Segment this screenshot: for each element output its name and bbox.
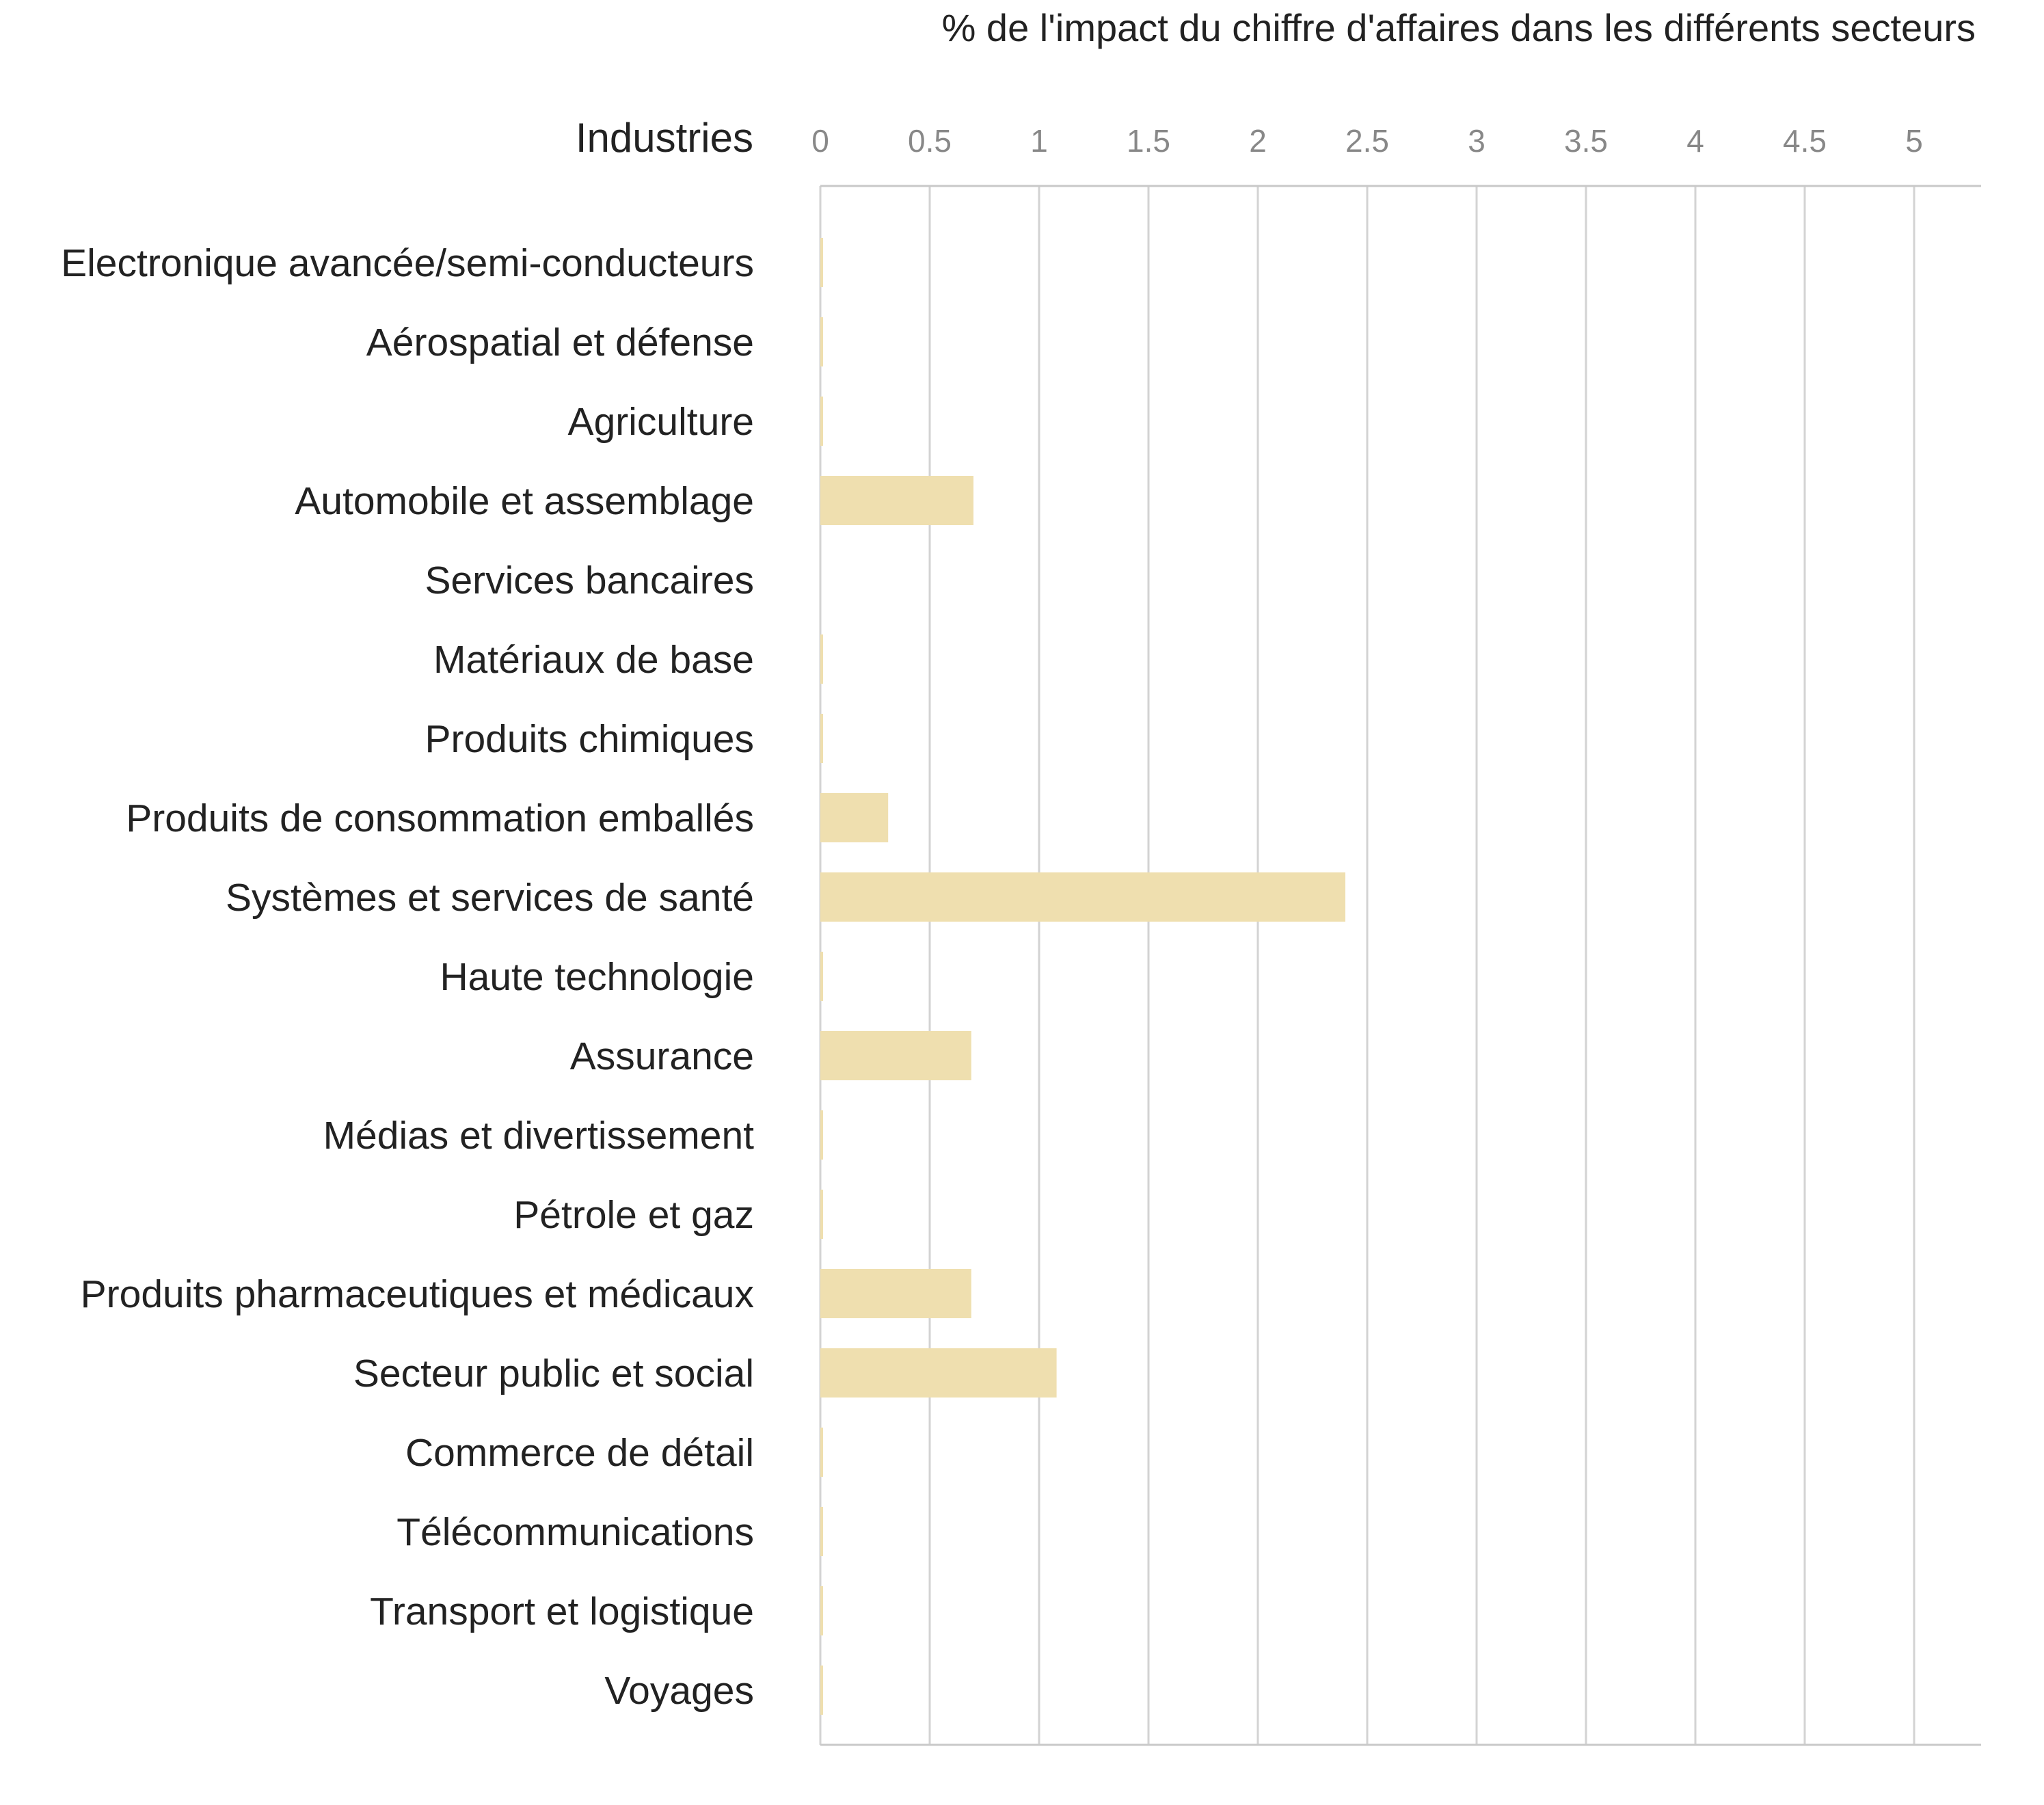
bar <box>820 952 823 1001</box>
bar <box>820 714 823 763</box>
bar <box>820 397 823 446</box>
category-label: Services bancaires <box>425 559 754 602</box>
x-tick-label: 3 <box>1468 123 1485 159</box>
x-tick-label: 2.5 <box>1345 123 1389 159</box>
category-label: Systèmes et services de santé <box>226 876 754 920</box>
category-label: Commerce de détail <box>405 1431 754 1475</box>
x-tick-label: 0.5 <box>908 123 952 159</box>
bar <box>820 1428 823 1477</box>
bar <box>820 476 973 525</box>
x-tick-label: 4.5 <box>1783 123 1827 159</box>
chart-title: % de l'impact du chiffre d'affaires dans… <box>942 6 1976 49</box>
bar <box>820 1110 823 1160</box>
bar <box>820 317 823 366</box>
category-label: Aérospatial et défense <box>366 321 754 364</box>
bar <box>820 1031 971 1080</box>
bar <box>820 238 823 287</box>
category-label: Produits pharmaceutiques et médicaux <box>81 1272 754 1316</box>
category-label: Secteur public et social <box>353 1352 754 1395</box>
bars <box>820 238 1345 1715</box>
category-label: Produits chimiques <box>425 717 754 761</box>
x-tick-label: 5 <box>1905 123 1923 159</box>
category-label: Electronique avancée/semi-conducteurs <box>61 241 754 285</box>
bar <box>820 793 889 842</box>
category-header: Industries <box>576 115 753 161</box>
x-tick-label: 0 <box>811 123 829 159</box>
category-label: Médias et divertissement <box>323 1114 755 1158</box>
x-tick-label: 2 <box>1249 123 1267 159</box>
category-label: Haute technologie <box>440 955 754 999</box>
category-label: Pétrole et gaz <box>513 1193 754 1237</box>
category-label: Agriculture <box>568 400 754 444</box>
category-label: Automobile et assemblage <box>295 479 754 523</box>
bar <box>820 1190 823 1239</box>
category-label: Assurance <box>570 1034 754 1078</box>
x-tick-label: 1.5 <box>1127 123 1170 159</box>
category-label: Voyages <box>604 1669 754 1713</box>
bar <box>820 1348 1057 1398</box>
x-tick-label: 3.5 <box>1564 123 1608 159</box>
grid-lines <box>819 185 1981 1746</box>
bar <box>820 1586 823 1635</box>
bar <box>820 1507 823 1556</box>
x-tick-label: 1 <box>1030 123 1048 159</box>
bar <box>820 872 1345 922</box>
category-label: Matériaux de base <box>433 638 754 682</box>
x-tick-label: 4 <box>1686 123 1704 159</box>
category-label: Transport et logistique <box>370 1590 754 1633</box>
bar <box>820 1269 971 1318</box>
category-label: Télécommunications <box>396 1510 754 1554</box>
category-labels: Electronique avancée/semi-conducteurs Aér… <box>61 241 754 1713</box>
bar <box>820 1666 823 1715</box>
category-label: Produits de consommation emballés <box>126 797 754 840</box>
bar <box>820 634 823 684</box>
x-axis-ticks: 0 0.5 1 1.5 2 2.5 3 3.5 4 4.5 5 <box>811 123 1923 159</box>
